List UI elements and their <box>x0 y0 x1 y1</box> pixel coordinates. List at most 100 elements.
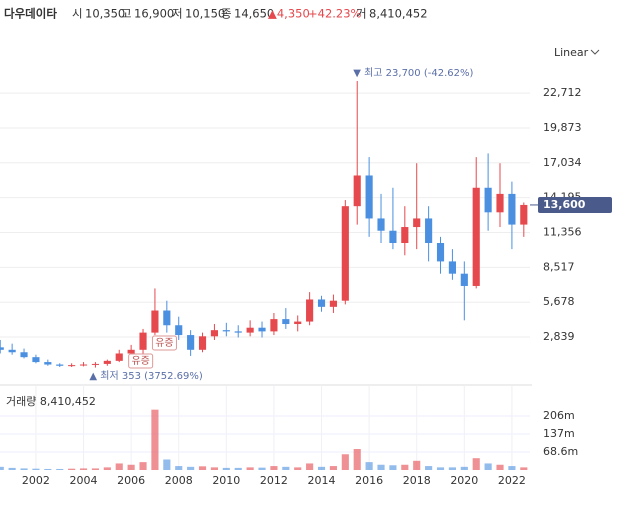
candle-body <box>163 310 171 326</box>
y-tick-label: 68.6m <box>543 445 578 458</box>
volume-bar <box>294 467 302 470</box>
candle-body <box>353 175 361 207</box>
candle-body <box>270 319 278 332</box>
volume-bar <box>210 467 218 470</box>
candle-body <box>0 347 4 350</box>
candle-body <box>103 360 111 364</box>
candle-body <box>413 218 421 228</box>
volume-bar <box>270 466 278 470</box>
candle-body <box>198 336 207 350</box>
candle-body <box>472 187 480 286</box>
volume-bar <box>436 467 445 470</box>
candle-body <box>222 330 230 332</box>
candle-body <box>389 230 397 244</box>
y-tick-label: 22,712 <box>543 86 582 99</box>
volume-bar <box>44 468 52 470</box>
volume-bar <box>484 463 492 470</box>
volume-bar <box>258 467 266 470</box>
y-tick-label: 137m <box>543 427 575 440</box>
candle-body <box>234 331 242 333</box>
volume-bar <box>508 466 516 470</box>
x-tick-label: 2012 <box>260 474 288 487</box>
open-value: 10,350 <box>85 7 125 21</box>
y-tick-label: 17,034 <box>543 156 582 169</box>
volume-label: 거 <box>356 7 367 21</box>
candle-body <box>377 218 385 231</box>
volume-bar <box>401 464 409 470</box>
volume-bar <box>234 467 242 470</box>
volume-bar <box>68 468 76 470</box>
y-tick-label: 8,517 <box>543 260 575 273</box>
volume-bar <box>79 468 88 470</box>
candle-body <box>56 364 64 366</box>
scale-menu[interactable]: Linear <box>554 46 600 59</box>
low-annotation: ▲ 최저 353 (3752.69%) <box>89 370 202 382</box>
volume-bar <box>198 466 207 470</box>
x-tick-label: 2008 <box>165 474 193 487</box>
candle-body <box>282 319 290 325</box>
x-tick-label: 2010 <box>212 474 240 487</box>
volume-bar <box>353 449 361 470</box>
x-tick-label: 2018 <box>403 474 431 487</box>
volume-bar <box>175 466 183 470</box>
x-tick-label: 2004 <box>70 474 98 487</box>
change-pct: +42.23% <box>308 7 362 21</box>
volume-bar <box>20 468 28 470</box>
candle-body <box>258 327 266 332</box>
candle-body <box>91 363 100 365</box>
volume-bar <box>282 466 290 470</box>
volume-bar <box>413 460 421 470</box>
volume-bar <box>32 468 40 470</box>
candle-body <box>8 349 16 353</box>
volume-bar <box>103 467 111 470</box>
y-tick-label: 206m <box>543 409 575 422</box>
volume-bar <box>377 464 385 470</box>
close-label: 종 <box>221 7 232 21</box>
candle-body <box>484 187 492 213</box>
candle-body <box>294 321 302 325</box>
candle-body <box>448 261 456 274</box>
volume-value: 8,410,452 <box>369 7 428 21</box>
candle-body <box>175 325 183 336</box>
candle-body <box>317 299 326 307</box>
volume-bar <box>8 467 16 470</box>
x-tick-label: 2016 <box>355 474 383 487</box>
x-tick-label: 2002 <box>22 474 50 487</box>
candle-body <box>425 218 433 244</box>
x-tick-label: 2022 <box>498 474 526 487</box>
low-label: 저 <box>172 7 183 21</box>
volume-bar <box>222 467 230 470</box>
volume-bar <box>139 462 147 470</box>
volume-bar <box>151 409 159 470</box>
x-tick-label: 2014 <box>308 474 336 487</box>
volume-bar <box>520 467 528 470</box>
candle-body <box>79 364 88 366</box>
volume-bar <box>496 464 504 470</box>
candle-body <box>246 327 254 333</box>
volume-bar <box>163 459 171 470</box>
y-tick-label: 19,873 <box>543 121 582 134</box>
current-price-label: 13,600 <box>543 198 586 211</box>
candle-body <box>460 273 468 286</box>
candle-body <box>496 193 504 213</box>
candle-body <box>401 227 409 244</box>
volume-bar <box>0 466 4 470</box>
candle-body <box>210 330 218 337</box>
candle-body <box>508 193 516 225</box>
current-price-box <box>538 196 612 213</box>
low-value: 10,150 <box>185 7 225 21</box>
x-tick-label: 2020 <box>450 474 478 487</box>
dropdown-icon <box>590 49 600 55</box>
change: ▲4,350 <box>268 7 310 21</box>
volume-bar <box>56 468 64 470</box>
scale-menu-label[interactable]: Linear <box>554 46 589 59</box>
candle-body <box>341 206 349 301</box>
candle-body <box>32 357 40 363</box>
event-box <box>128 353 154 369</box>
candle-body <box>151 310 159 333</box>
candle-body <box>365 175 373 219</box>
candle-body <box>139 332 147 350</box>
candle-body <box>127 349 135 354</box>
candle-body <box>20 352 28 358</box>
volume-bar <box>115 463 123 470</box>
